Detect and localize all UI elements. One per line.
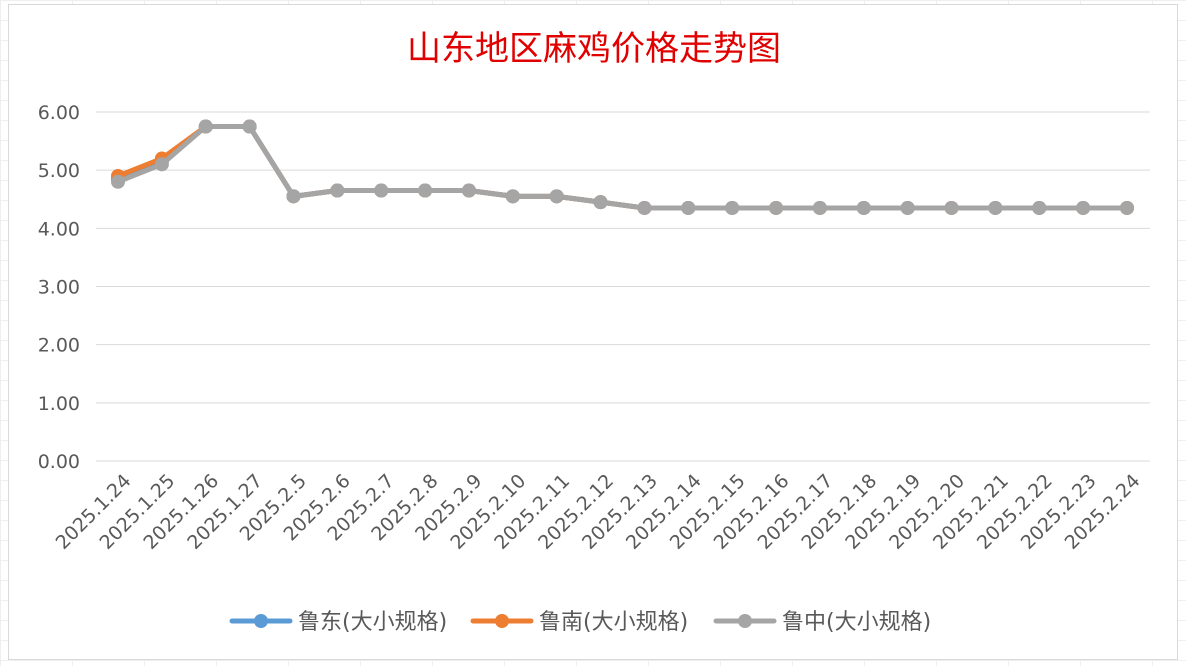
legend: 鲁东(大小规格) 鲁南(大小规格) 鲁中(大小规格) [229,610,931,635]
legend-label: 鲁中(大小规格) [782,610,931,635]
data-point [1120,200,1134,215]
legend-label: 鲁南(大小规格) [539,610,688,635]
series-0 [111,119,1134,215]
series-1 [111,119,1134,215]
data-point [374,183,389,198]
y-tick-label: 2.00 [38,335,80,357]
data-point [1076,200,1091,215]
data-point [944,200,959,215]
legend-item[interactable]: 鲁中(大小规格) [713,610,931,635]
series-line [115,124,1130,211]
data-point [681,200,696,215]
y-tick-label: 0.00 [38,451,80,473]
data-point [725,200,740,215]
legend-label: 鲁东(大小规格) [298,610,447,635]
chart-area[interactable] [8,4,1178,660]
data-point [111,174,125,189]
data-point [812,200,827,215]
data-point [505,189,520,204]
y-tick-labels: 0.00 1.00 2.00 3.00 4.00 5.00 6.00 [38,102,80,473]
data-point [856,200,871,215]
data-point [330,183,345,198]
y-tick-label: 4.00 [38,218,80,240]
data-point [769,200,784,215]
legend-marker [495,614,509,628]
data-point [418,183,433,198]
data-point [900,200,915,215]
data-point [988,200,1003,215]
gridlines [96,111,1150,462]
y-tick-label: 1.00 [38,393,80,415]
data-point [242,119,257,134]
data-point [461,183,476,198]
chart-title: 山东地区麻鸡价格走势图 [407,29,781,69]
series-line [115,124,1130,211]
legend-marker [254,614,268,628]
series-lines [111,119,1134,215]
legend-marker [738,614,752,628]
legend-item[interactable]: 鲁南(大小规格) [470,610,688,635]
data-point [637,200,652,215]
series-line [115,124,1130,211]
data-point [154,157,169,172]
data-point [198,119,213,134]
legend-item[interactable]: 鲁东(大小规格) [229,610,447,635]
data-point [1032,200,1047,215]
data-point [286,189,301,204]
y-tick-label: 3.00 [38,277,80,299]
x-tick-labels: 2025.1.242025.1.252025.1.262025.1.272025… [52,470,1145,554]
data-point [593,195,608,210]
y-tick-label: 6.00 [38,102,80,124]
data-point [549,189,564,204]
series-2 [111,119,1134,215]
y-tick-label: 5.00 [38,160,80,182]
